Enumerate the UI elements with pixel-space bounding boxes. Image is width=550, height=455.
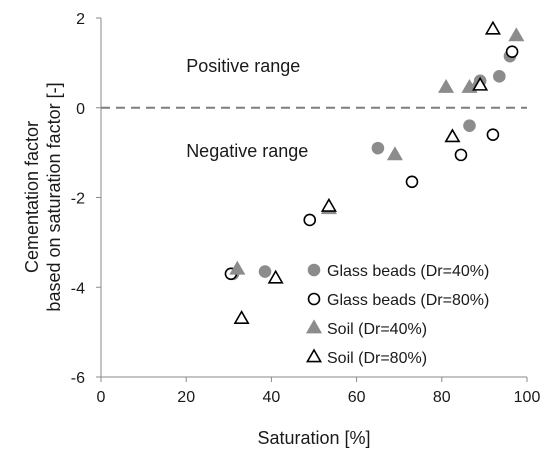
legend-marker [305, 348, 323, 363]
y-axis-title-line2: based on saturation factor [-] [44, 82, 64, 311]
data-point [444, 128, 461, 143]
legend-marker [307, 263, 321, 277]
x-tick-label: 100 [514, 389, 541, 406]
y-tick-label: -6 [71, 370, 85, 387]
series-glass-beads-dr-80 [224, 45, 519, 281]
legend-marker [307, 292, 321, 306]
legend-item: Soil (Dr=40%) [305, 319, 427, 338]
x-axis-title: Saturation [%] [257, 428, 370, 448]
x-tick-label: 20 [177, 389, 195, 406]
data-point [505, 45, 519, 58]
x-tick-label: 40 [263, 389, 281, 406]
y-tick-label: 0 [76, 101, 85, 118]
data-point [486, 128, 500, 141]
legend-marker [305, 319, 323, 334]
data-point [438, 78, 455, 93]
legend-label: Soil (Dr=40%) [327, 321, 427, 338]
data-point [303, 213, 317, 227]
legend-item: Glass beads (Dr=80%) [307, 292, 489, 309]
y-tick-label: -4 [71, 280, 85, 297]
y-axis-title-line1: Cementation factor [22, 121, 42, 273]
legend-label: Glass beads (Dr=80%) [327, 292, 489, 309]
data-point [484, 20, 501, 35]
legend-item: Glass beads (Dr=40%) [307, 263, 489, 280]
legend-label: Glass beads (Dr=40%) [327, 263, 489, 280]
data-point [258, 265, 272, 278]
y-tick-label: 2 [76, 11, 85, 28]
data-point [229, 260, 246, 275]
data-point [233, 310, 250, 325]
legend-label: Soil (Dr=80%) [327, 350, 427, 367]
x-tick-label: 0 [97, 389, 106, 406]
x-tick-label: 80 [433, 389, 451, 406]
legend: Glass beads (Dr=40%) Glass beads (Dr=80%)… [305, 263, 489, 367]
positive-range-label: Positive range [186, 56, 300, 76]
data-point [454, 148, 468, 162]
data-point [508, 27, 525, 42]
data-point [386, 146, 403, 161]
legend-item: Soil (Dr=80%) [305, 348, 427, 367]
data-point [371, 141, 385, 155]
series-soil-dr-80 [233, 20, 501, 325]
negative-range-label: Negative range [186, 141, 308, 161]
data-point [472, 76, 489, 91]
data-point [320, 197, 337, 212]
data-point [493, 70, 506, 83]
data-point [463, 119, 476, 132]
data-point [405, 175, 419, 189]
x-tick-label: 60 [348, 389, 366, 406]
data-point [267, 269, 284, 284]
y-tick-label: -2 [71, 191, 85, 208]
